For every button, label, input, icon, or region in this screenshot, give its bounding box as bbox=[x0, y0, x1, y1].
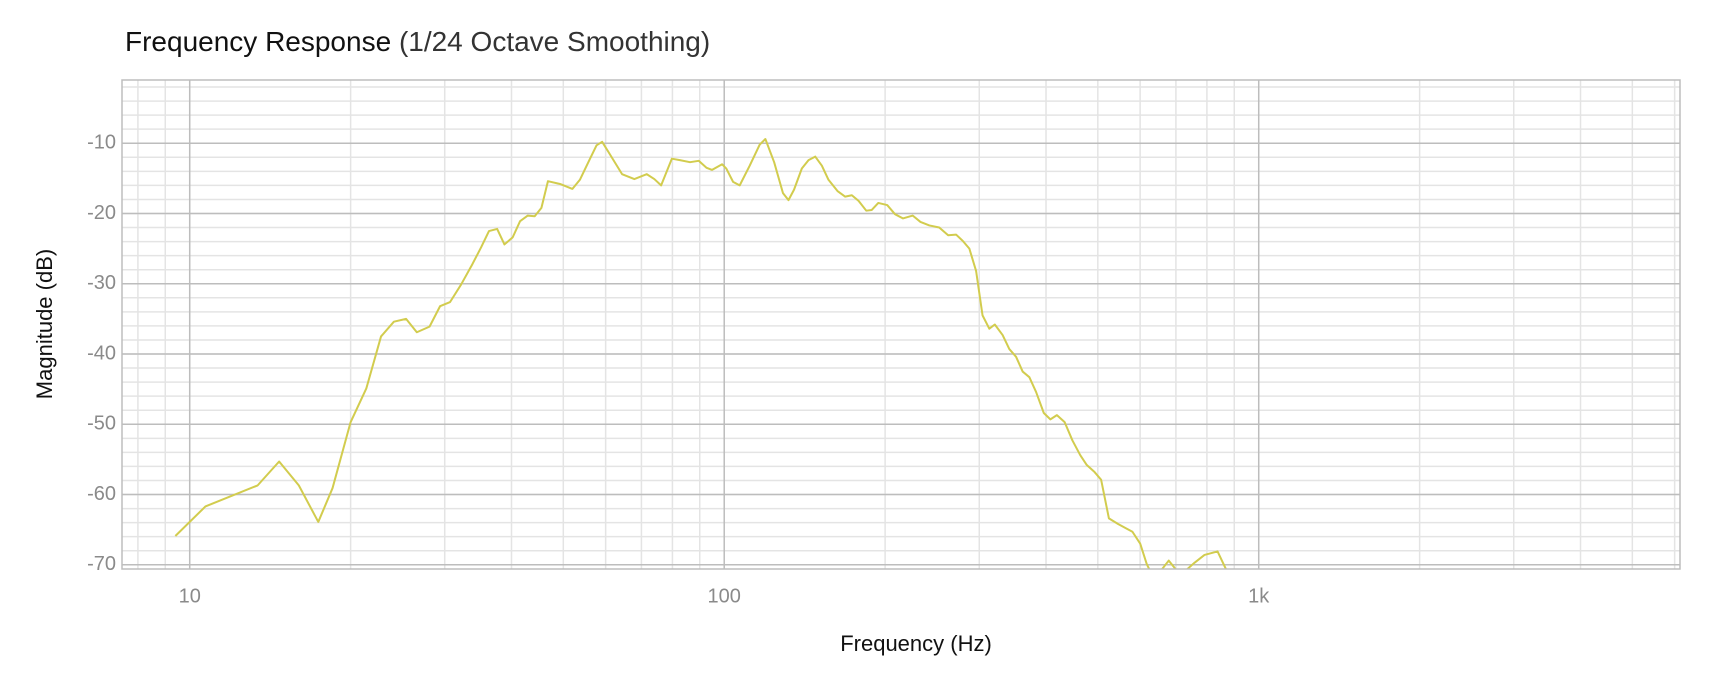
chart-title-group: Frequency Response (1/24 Octave Smoothin… bbox=[125, 26, 710, 57]
plot-frame bbox=[121, 79, 1681, 570]
chart-subtitle: (1/24 Octave Smoothing) bbox=[399, 26, 710, 57]
y-axis-label: Magnitude (dB) bbox=[32, 249, 57, 399]
chart-title: Frequency Response bbox=[125, 26, 391, 57]
x-tick-label: 10 bbox=[179, 585, 201, 607]
y-tick-label: -40 bbox=[87, 342, 116, 364]
y-tick-label: -10 bbox=[87, 132, 116, 154]
x-axis-label: Frequency (Hz) bbox=[840, 631, 992, 656]
grid bbox=[122, 80, 1680, 569]
y-tick-label: -60 bbox=[87, 483, 116, 505]
y-tick-label: -30 bbox=[87, 272, 116, 294]
y-tick-label: -50 bbox=[87, 413, 116, 435]
x-tick-label: 1k bbox=[1248, 585, 1270, 607]
x-tick-label: 100 bbox=[708, 585, 741, 607]
plot-area bbox=[174, 138, 1227, 569]
response-line bbox=[174, 138, 1227, 569]
y-tick-label: -20 bbox=[87, 202, 116, 224]
y-tick-label: -70 bbox=[87, 553, 116, 575]
